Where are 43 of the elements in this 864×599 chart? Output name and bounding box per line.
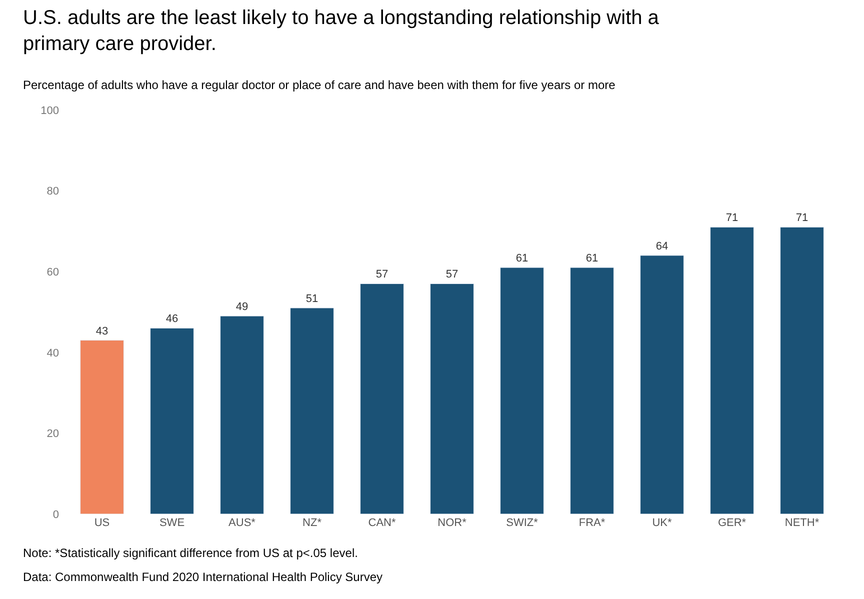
y-tick-label: 60: [46, 266, 59, 278]
x-tick-label: SWIZ*: [506, 517, 539, 529]
x-tick-label: GER*: [718, 517, 747, 529]
data-label: 71: [796, 212, 808, 224]
data-label: 64: [656, 240, 668, 252]
text: Data: Commonwealth Fund 2020 International Health Policy Survey: [23, 570, 383, 584]
x-tick-label: NETH*: [784, 517, 820, 529]
bar: [570, 267, 614, 514]
chart-title: U.S. adults are the least likely to have a longstanding relationship with a primary care provider.: [23, 7, 660, 55]
y-tick-label: 0: [52, 508, 59, 521]
data-label: 57: [376, 268, 388, 281]
x-tick-label: NOR*: [438, 517, 468, 529]
bar: [360, 283, 404, 514]
x-tick-label: CAN*: [368, 517, 396, 529]
bar: [220, 316, 264, 514]
data-label: 46: [166, 313, 178, 326]
data-label: 57: [446, 268, 458, 281]
data-label: 49: [236, 301, 248, 314]
data-label: 51: [306, 292, 318, 305]
text: Note: *Statistically significant difference from US at p<.05 level.: [23, 546, 358, 560]
bar: [500, 267, 544, 514]
data-label: 61: [586, 252, 598, 265]
y-tick-label: 20: [46, 428, 59, 440]
data-label: 43: [96, 325, 108, 338]
bar: [290, 308, 334, 514]
data-label: 61: [516, 252, 528, 265]
y-tick-label: 100: [40, 104, 59, 117]
data-label: 71: [726, 212, 738, 224]
bar: [780, 226, 824, 514]
x-tick-label: AUS*: [228, 517, 256, 529]
x-tick-label: FRA*: [578, 517, 606, 529]
bar: [710, 226, 754, 514]
x-tick-label: SWE: [159, 517, 185, 529]
x-tick-label: NZ*: [302, 517, 322, 529]
bar: [430, 283, 474, 514]
y-tick-label: 80: [46, 186, 59, 198]
chart-subtitle: Percentage of adults who have a regular doctor or place of care and have been with them for five years or more: [23, 78, 616, 92]
bar: [640, 255, 684, 514]
y-tick-label: 40: [46, 347, 59, 360]
x-tick-label: US: [94, 517, 110, 529]
bar: [80, 340, 124, 514]
x-tick-label: UK*: [652, 517, 672, 529]
bar: [150, 328, 194, 514]
